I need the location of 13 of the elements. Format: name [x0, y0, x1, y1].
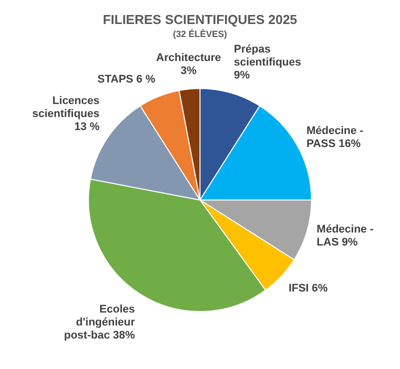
slice-label: Ecoles d'ingénieur post-bac 38% [64, 303, 136, 342]
slice-label: Architecture [156, 52, 221, 64]
data-label: 13 % [74, 121, 100, 134]
data-label: 3% [180, 65, 197, 78]
slice-label: Prépas scientifiques [234, 44, 302, 69]
slice-label: Médecine - LAS 9% [316, 224, 374, 249]
chart-title: FILIERES SCIENTIFIQUES 2025 [102, 11, 298, 27]
chart-subtitle: (32 ÉLÈVES) [172, 28, 228, 39]
slice-label: STAPS 6 % [97, 74, 156, 86]
slice-label: Médecine - PASS 16% [306, 125, 364, 150]
slice-label: IFSI 6% [288, 282, 328, 295]
slice-label: Licences scientifiques [32, 95, 100, 120]
data-label: 9% [234, 70, 250, 82]
